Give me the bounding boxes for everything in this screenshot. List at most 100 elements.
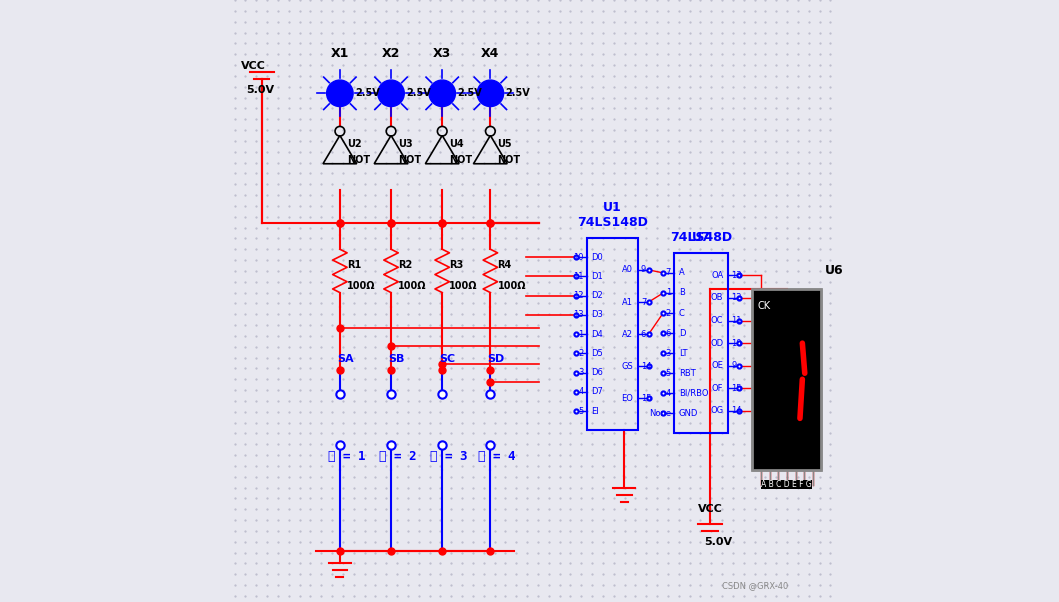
Text: 13: 13 bbox=[573, 311, 584, 319]
Text: 13: 13 bbox=[731, 271, 741, 280]
Text: 2: 2 bbox=[578, 349, 584, 358]
Text: OG: OG bbox=[711, 406, 723, 415]
Text: SD: SD bbox=[487, 354, 504, 364]
Text: SB: SB bbox=[388, 354, 405, 364]
Bar bbox=[752, 289, 822, 470]
Bar bbox=[587, 238, 638, 430]
Text: 键 = 1: 键 = 1 bbox=[328, 450, 365, 462]
Text: R2: R2 bbox=[398, 260, 413, 270]
Text: U1: U1 bbox=[603, 200, 622, 214]
Text: CSDN @GRX-40: CSDN @GRX-40 bbox=[722, 581, 788, 590]
Text: 2.5V: 2.5V bbox=[457, 88, 482, 98]
Text: X2: X2 bbox=[382, 47, 400, 60]
Circle shape bbox=[378, 80, 405, 107]
Text: LT: LT bbox=[679, 349, 687, 358]
Text: 14: 14 bbox=[641, 362, 651, 371]
Text: OC: OC bbox=[711, 316, 723, 325]
Text: D1: D1 bbox=[592, 272, 604, 281]
Text: 键 = 3: 键 = 3 bbox=[430, 450, 468, 462]
Text: SC: SC bbox=[439, 354, 455, 364]
Text: EO: EO bbox=[622, 394, 633, 403]
Text: 12: 12 bbox=[731, 294, 741, 302]
Text: 100Ω: 100Ω bbox=[498, 281, 526, 291]
Text: D5: D5 bbox=[592, 349, 604, 358]
Text: U6: U6 bbox=[825, 264, 843, 277]
Text: 4: 4 bbox=[666, 389, 671, 398]
Text: 11: 11 bbox=[731, 316, 741, 325]
Text: 5: 5 bbox=[666, 369, 671, 377]
Text: X1: X1 bbox=[330, 47, 349, 60]
Text: U4: U4 bbox=[449, 140, 464, 149]
Text: CK: CK bbox=[757, 301, 770, 311]
Text: D6: D6 bbox=[592, 368, 604, 377]
Bar bbox=[674, 253, 729, 433]
Text: None: None bbox=[649, 409, 671, 418]
Text: X3: X3 bbox=[433, 47, 451, 60]
Text: D4: D4 bbox=[592, 330, 604, 338]
Text: D: D bbox=[679, 329, 685, 338]
Text: 5: 5 bbox=[578, 407, 584, 415]
Text: VCC: VCC bbox=[240, 61, 266, 71]
Text: 5.0V: 5.0V bbox=[247, 85, 274, 95]
Text: R3: R3 bbox=[449, 260, 464, 270]
Text: 74LS48D: 74LS48D bbox=[670, 231, 732, 244]
Text: A0: A0 bbox=[622, 265, 633, 275]
Text: X4: X4 bbox=[481, 47, 500, 60]
Text: 11: 11 bbox=[573, 272, 584, 281]
Text: NOT: NOT bbox=[398, 155, 421, 164]
Text: 10: 10 bbox=[573, 253, 584, 261]
Text: 74LS148D: 74LS148D bbox=[577, 216, 648, 229]
Text: OF: OF bbox=[712, 384, 723, 393]
Text: U5: U5 bbox=[498, 140, 513, 149]
Text: 15: 15 bbox=[641, 394, 651, 403]
Text: 3: 3 bbox=[666, 349, 671, 358]
Text: 9: 9 bbox=[641, 265, 646, 275]
Text: 100Ω: 100Ω bbox=[398, 281, 427, 291]
Text: GND: GND bbox=[679, 409, 698, 418]
Text: 7: 7 bbox=[641, 297, 646, 306]
Text: A: A bbox=[679, 268, 684, 278]
Text: 100Ω: 100Ω bbox=[449, 281, 478, 291]
Text: U2: U2 bbox=[347, 140, 362, 149]
Text: R4: R4 bbox=[498, 260, 511, 270]
Text: 2.5V: 2.5V bbox=[355, 88, 380, 98]
Text: 2.5V: 2.5V bbox=[505, 88, 531, 98]
Text: 2: 2 bbox=[666, 309, 671, 317]
Bar bbox=[752, 289, 822, 470]
Text: 12: 12 bbox=[573, 291, 584, 300]
Text: 1: 1 bbox=[578, 330, 584, 338]
Text: GS: GS bbox=[622, 362, 633, 371]
Text: 2.5V: 2.5V bbox=[406, 88, 431, 98]
Text: 键 = 4: 键 = 4 bbox=[479, 450, 516, 462]
Text: OD: OD bbox=[711, 339, 723, 347]
Text: OB: OB bbox=[711, 294, 723, 302]
Text: D7: D7 bbox=[592, 388, 604, 396]
Text: D2: D2 bbox=[592, 291, 604, 300]
Text: D3: D3 bbox=[592, 311, 604, 319]
Text: SA: SA bbox=[337, 354, 354, 364]
Text: 15: 15 bbox=[731, 384, 741, 393]
Text: D0: D0 bbox=[592, 253, 604, 261]
Text: 6: 6 bbox=[666, 329, 671, 338]
Text: VCC: VCC bbox=[698, 504, 723, 514]
Text: EI: EI bbox=[592, 407, 599, 415]
Text: U7: U7 bbox=[692, 231, 711, 244]
Text: 5.0V: 5.0V bbox=[704, 537, 732, 547]
Text: 键 = 2: 键 = 2 bbox=[379, 450, 416, 462]
Text: 10: 10 bbox=[731, 339, 741, 347]
Text: B: B bbox=[679, 288, 685, 297]
Text: NOT: NOT bbox=[449, 155, 472, 164]
Text: A1: A1 bbox=[622, 297, 633, 306]
Text: A B C D E F G: A B C D E F G bbox=[761, 480, 812, 489]
Text: 7: 7 bbox=[666, 268, 671, 278]
Circle shape bbox=[478, 80, 504, 107]
Text: 9: 9 bbox=[731, 361, 736, 370]
Text: NOT: NOT bbox=[347, 155, 371, 164]
Text: 4: 4 bbox=[578, 388, 584, 396]
Text: OA: OA bbox=[711, 271, 723, 280]
Text: 14: 14 bbox=[731, 406, 741, 415]
Text: 100Ω: 100Ω bbox=[347, 281, 376, 291]
Circle shape bbox=[326, 80, 353, 107]
Text: 3: 3 bbox=[578, 368, 584, 377]
Text: A2: A2 bbox=[622, 330, 633, 338]
